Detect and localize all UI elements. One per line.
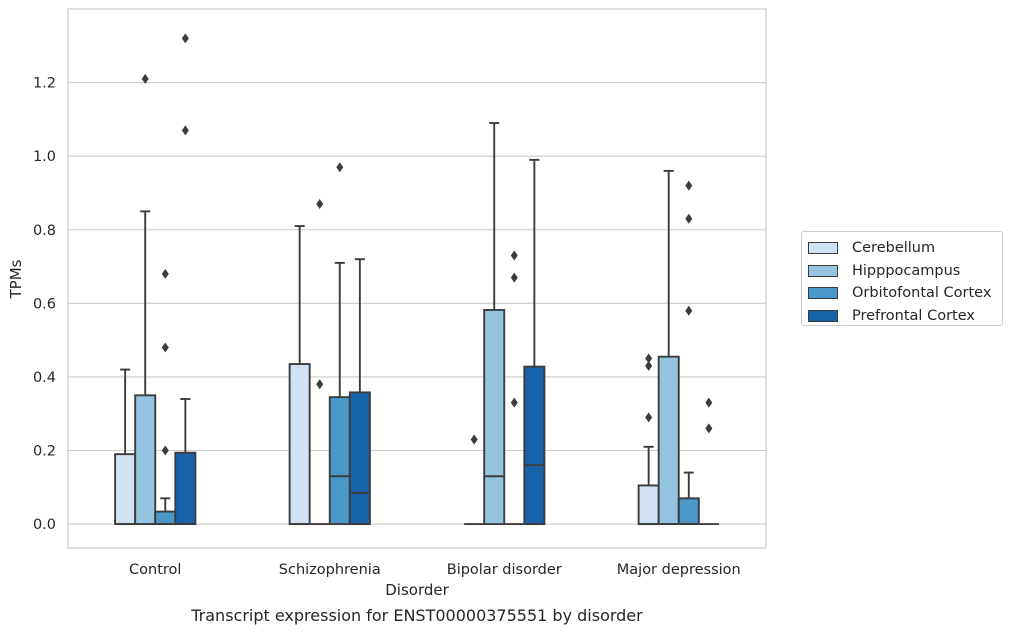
x-axis-label: Disorder (385, 581, 449, 599)
box-rect (174, 451, 197, 526)
box-hipppocampus (309, 198, 330, 526)
box-cerebellum (637, 353, 660, 526)
x-tick-labels: Control Schizophrenia Bipolar disorder Majo… (129, 562, 741, 578)
legend-item: Orbitofontal Cortex (802, 282, 1002, 305)
y-tick-label: 0.0 (33, 517, 56, 533)
box-rect (523, 365, 546, 526)
box-orbitofontal-cortex (677, 180, 700, 526)
box-prefrontal-cortex (523, 158, 546, 526)
outlier-point (705, 397, 713, 408)
box-orbitofontal-cortex (504, 250, 525, 526)
figure-caption: Transcript expression for ENST0000037555… (191, 606, 643, 625)
legend-item: Prefrontal Cortex (802, 305, 1002, 328)
outlier-point (336, 162, 344, 173)
box-cerebellum (288, 225, 311, 526)
box-rect (154, 510, 177, 526)
legend: Cerebellum Hipppocampus Orbitofontal Corte… (801, 231, 1003, 326)
x-tick-label: Bipolar disorder (447, 562, 562, 578)
box-rect (114, 453, 137, 526)
gridlines (68, 82, 766, 525)
outlier-point (161, 342, 169, 353)
box-rect (637, 484, 660, 526)
y-tick-labels: 0.0 0.2 0.4 0.6 0.8 1.0 1.2 (33, 76, 56, 534)
outlier-point (705, 423, 713, 434)
outlier-point (181, 125, 189, 136)
boxes (114, 33, 719, 526)
outlier-point (181, 33, 189, 44)
box-prefrontal-cortex (174, 33, 197, 526)
box-hipppocampus (134, 73, 157, 526)
y-tick-label: 1.0 (33, 149, 56, 165)
outlier-point (316, 198, 324, 209)
outlier-point (316, 379, 324, 390)
box-rect (677, 497, 700, 526)
legend-swatch (808, 264, 838, 277)
outlier-point (685, 213, 693, 224)
outlier-point (470, 434, 478, 445)
box-hipppocampus (657, 169, 680, 526)
y-tick-label: 0.6 (33, 296, 56, 312)
box-orbitofontal-cortex (328, 162, 351, 526)
outlier-point (510, 272, 518, 283)
box-rect (483, 309, 506, 526)
y-tick-label: 0.2 (33, 444, 56, 460)
legend-label: Hipppocampus (852, 262, 961, 279)
outlier-point (161, 268, 169, 279)
outlier-point (141, 73, 149, 84)
box-cerebellum (464, 434, 485, 526)
legend-swatch (808, 242, 838, 255)
legend-swatch (808, 287, 838, 300)
box-orbitofontal-cortex (154, 268, 177, 526)
box-rect (348, 391, 371, 526)
y-axis-label: TPMs (7, 259, 25, 299)
box-rect (288, 363, 311, 526)
legend-item: Hipppocampus (802, 260, 1002, 283)
box-cerebellum (114, 368, 137, 526)
box-rect (134, 394, 157, 526)
legend-label: Prefrontal Cortex (852, 307, 975, 324)
y-tick-label: 0.4 (33, 370, 56, 386)
y-tick-label: 0.8 (33, 223, 56, 239)
y-tick-label: 1.2 (33, 76, 56, 92)
box-prefrontal-cortex (698, 397, 719, 526)
x-tick-label: Major depression (617, 562, 741, 578)
box-prefrontal-cortex (348, 258, 371, 526)
plot-frame (67, 8, 767, 549)
outlier-point (161, 445, 169, 456)
outlier-point (645, 412, 653, 423)
outlier-point (645, 360, 653, 371)
outlier-point (510, 250, 518, 261)
x-tick-label: Control (129, 562, 181, 578)
box-rect (328, 396, 351, 526)
outlier-point (510, 397, 518, 408)
outlier-point (685, 305, 693, 316)
box-hipppocampus (483, 122, 506, 526)
outlier-point (685, 180, 693, 191)
legend-label: Cerebellum (852, 240, 936, 257)
outlier-point (645, 353, 653, 364)
box-rect (657, 355, 680, 526)
legend-label: Orbitofontal Cortex (852, 285, 992, 302)
x-tick-label: Schizophrenia (279, 562, 381, 578)
legend-swatch (808, 309, 838, 322)
legend-item: Cerebellum (802, 237, 1002, 260)
